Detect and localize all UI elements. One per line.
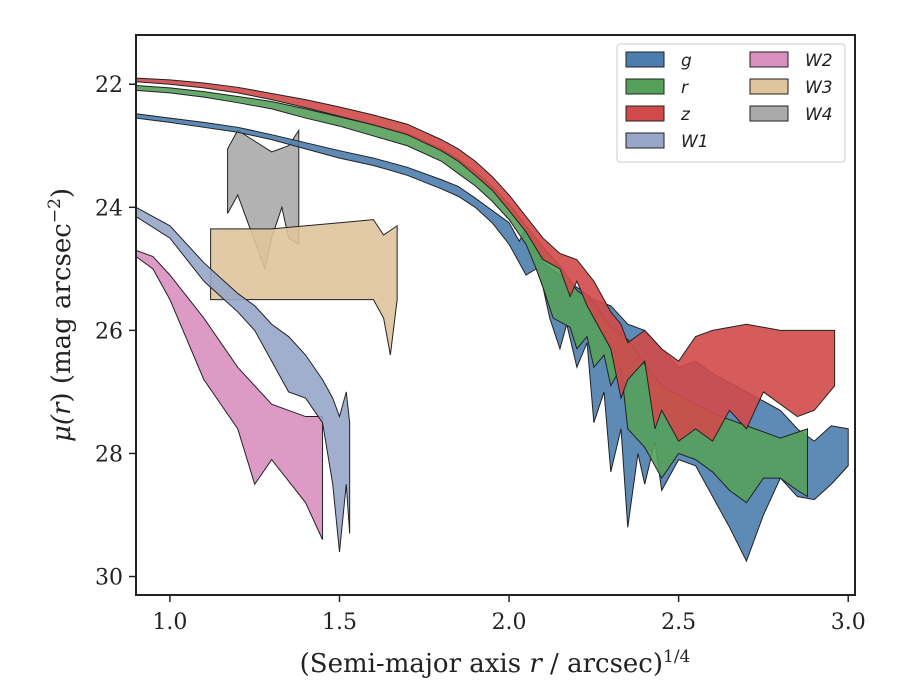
y-axis: 22 24 26 28 30 (95, 73, 136, 591)
x-tick-label: 3.0 (831, 610, 866, 635)
legend-swatch-w2 (749, 51, 789, 68)
y-axis-label-post: ) (mag arcsec (47, 223, 77, 402)
y-axis-label-var: r (47, 401, 77, 415)
y-tick-label: 26 (95, 319, 123, 344)
legend-swatch-z (625, 105, 665, 122)
legend-label-w1: W1 (681, 132, 709, 152)
legend-label-w2: W2 (805, 51, 833, 71)
y-tick-label: 22 (95, 73, 123, 98)
legend-swatch-r (625, 78, 665, 95)
series-band-w2 (136, 249, 324, 540)
y-axis-label-end: ) (47, 188, 77, 198)
x-axis: 1.0 1.5 2.0 2.5 3.0 (152, 595, 866, 635)
x-axis-label: (Semi-major axis r / arcsec)1/4 (300, 647, 691, 679)
x-axis-label-exp: 1/4 (663, 647, 690, 667)
y-tick-label: 24 (95, 196, 123, 221)
x-tick-label: 1.5 (322, 610, 357, 635)
y-axis-label-pre: μ( (47, 414, 77, 442)
series-band-w1 (136, 206, 351, 552)
series-layer (136, 77, 849, 563)
legend: grz W1 W2 W3 W4 (616, 43, 846, 163)
legend-swatch-w4 (749, 105, 789, 122)
series-band-w3 (210, 219, 398, 356)
y-axis-label: μ(r) (mag arcsec−2) (45, 188, 77, 442)
x-tick-label: 2.0 (492, 610, 527, 635)
legend-swatch-w3 (749, 78, 789, 95)
legend-label-r: r (681, 78, 689, 98)
legend-label-w4: W4 (805, 105, 833, 125)
series-band-w4 (227, 128, 300, 271)
x-axis-label-mid: / arcsec) (542, 649, 663, 679)
plot-frame (135, 34, 856, 596)
x-tick-label: 2.5 (661, 610, 696, 635)
legend-label-g: g (681, 51, 692, 71)
y-tick-label: 30 (95, 566, 123, 591)
y-tick-label: 28 (95, 442, 123, 467)
legend-swatch-w1 (625, 132, 665, 149)
x-axis-label-var: r (529, 649, 543, 679)
series-band-z (136, 77, 836, 442)
legend-label-z: z (680, 105, 691, 125)
legend-swatch-g (625, 51, 665, 68)
x-axis-label-main: (Semi-major axis (300, 649, 530, 679)
legend-box (616, 43, 846, 163)
y-axis-label-exp: −2 (45, 198, 65, 223)
x-tick-label: 1.0 (152, 610, 187, 635)
legend-label-w3: W3 (805, 78, 833, 98)
